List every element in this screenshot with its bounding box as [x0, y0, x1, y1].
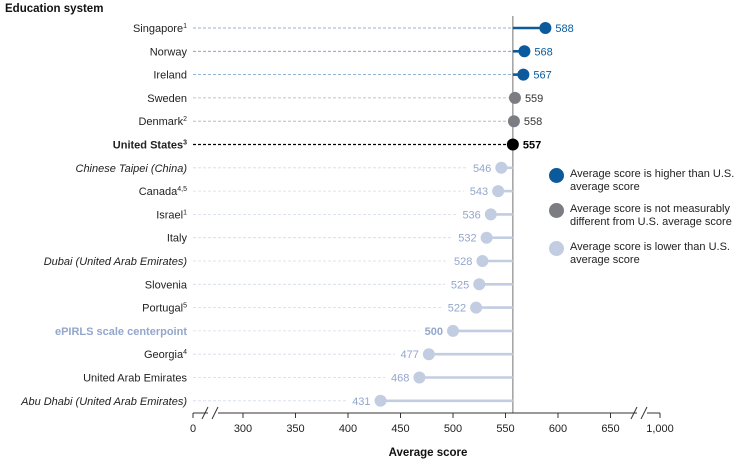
row-label-dubai-united-arab-emirates: Dubai (United Arab Emirates): [44, 256, 188, 268]
x-tick-label-550: 550: [496, 423, 514, 435]
row-label-canada: Canada4,5: [139, 186, 187, 198]
dot-singapore: [539, 22, 552, 34]
axis-break-mark-1b: [211, 406, 219, 420]
dot-abu-dhabi-united-arab-emirates: [374, 394, 387, 407]
row-label-israel: Israel1: [156, 209, 187, 221]
row-label-united-arab-emirates: United Arab Emirates: [83, 373, 187, 385]
legend-dot-higher: [549, 168, 564, 183]
row-label-norway: Norway: [150, 46, 188, 58]
footnote-mark-georgia: 4: [183, 349, 187, 356]
dot-norway: [518, 45, 531, 58]
row-label-epirls-scale-centerpoint: ePIRLS scale centerpoint: [55, 326, 187, 338]
value-label-united-arab-emirates: 468: [391, 373, 409, 385]
dot-sweden: [508, 91, 521, 104]
x-tick-label-400: 400: [339, 423, 357, 435]
dot-dubai-united-arab-emirates: [476, 255, 489, 267]
dot-israel: [484, 208, 497, 221]
value-label-sweden: 559: [525, 93, 543, 105]
dot-chinese-taipei-china: [495, 161, 508, 174]
value-label-italy: 532: [458, 233, 476, 245]
dot-georgia: [422, 348, 435, 361]
value-label-canada: 543: [470, 186, 488, 198]
x-tick-label-650: 650: [601, 423, 619, 435]
row-label-portugal: Portugal5: [142, 303, 187, 315]
row-label-chinese-taipei-china: Chinese Taipei (China): [76, 163, 188, 175]
row-label-singapore: Singapore1: [133, 23, 187, 35]
value-label-abu-dhabi-united-arab-emirates: 431: [352, 396, 370, 408]
row-label-italy: Italy: [167, 233, 188, 245]
x-tick-label-300: 300: [234, 423, 252, 435]
x-tick-label-450: 450: [391, 423, 409, 435]
row-label-ireland: Ireland: [153, 70, 187, 82]
footnote-mark-canada: 4,5: [177, 186, 187, 193]
x-axis-title: Average score: [389, 447, 468, 459]
axis-header-education-system: Education system: [5, 3, 103, 15]
row-label-united-states: United States3: [113, 140, 187, 152]
legend-label-lower: Average score is lower than U.S. average…: [570, 241, 730, 266]
dot-portugal: [470, 301, 483, 314]
value-label-slovenia: 525: [451, 279, 469, 291]
dot-united-states: [506, 138, 519, 151]
value-label-norway: 568: [534, 46, 552, 58]
value-label-singapore: 588: [555, 23, 573, 35]
value-label-united-states: 557: [523, 140, 541, 152]
value-label-georgia: 477: [400, 349, 418, 361]
legend-dot-not-different: [549, 203, 564, 218]
dot-slovenia: [473, 278, 486, 291]
x-tick-label-1000: 1,000: [646, 423, 674, 435]
value-label-dubai-united-arab-emirates: 528: [454, 256, 472, 268]
axis-break-mark-2a: [630, 406, 638, 420]
value-label-denmark: 558: [524, 116, 542, 128]
axis-break-mark-1a: [201, 406, 209, 420]
row-label-slovenia: Slovenia: [145, 279, 188, 291]
value-label-epirls-scale-centerpoint: 500: [425, 326, 443, 338]
value-label-ireland: 567: [533, 70, 551, 82]
legend-dot-lower: [549, 241, 564, 256]
dot-united-arab-emirates: [413, 371, 426, 384]
axis-break-mark-2b: [640, 406, 648, 420]
value-label-portugal: 522: [448, 303, 466, 315]
footnote-mark-israel: 1: [183, 209, 187, 216]
x-tick-label-350: 350: [286, 423, 304, 435]
dot-epirls-scale-centerpoint: [447, 324, 459, 337]
footnote-mark-denmark: 2: [183, 116, 187, 123]
x-tick-label-500: 500: [444, 423, 462, 435]
footnote-mark-united-states: 3: [183, 140, 187, 147]
value-label-chinese-taipei-china: 546: [473, 163, 491, 175]
dot-canada: [492, 185, 505, 198]
row-label-abu-dhabi-united-arab-emirates: Abu Dhabi (United Arab Emirates): [20, 396, 187, 408]
row-label-georgia: Georgia4: [144, 349, 187, 361]
legend-label-higher: Average score is higher than U.S. averag…: [570, 168, 735, 193]
row-label-denmark: Denmark2: [138, 116, 187, 128]
x-tick-label-0: 0: [190, 423, 196, 435]
dot-denmark: [507, 115, 520, 128]
dot-ireland: [517, 68, 530, 81]
dot-italy: [480, 231, 493, 244]
value-label-israel: 536: [462, 209, 480, 221]
footnote-mark-portugal: 5: [183, 303, 187, 310]
footnote-mark-singapore: 1: [183, 23, 187, 30]
x-tick-label-600: 600: [549, 423, 567, 435]
row-label-sweden: Sweden: [147, 93, 187, 105]
legend-label-not-different: Average score is not measurably differen…: [570, 203, 732, 228]
